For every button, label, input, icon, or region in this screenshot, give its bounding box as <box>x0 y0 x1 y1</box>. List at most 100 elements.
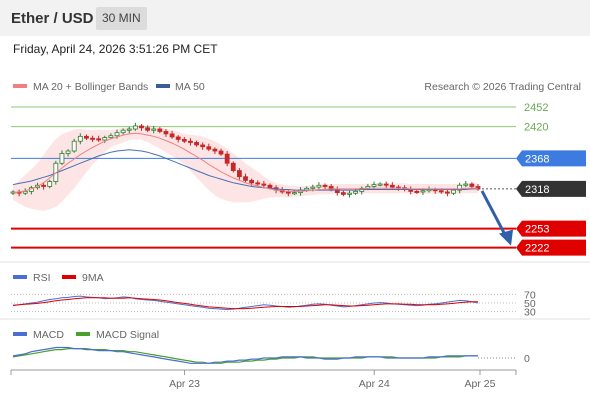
ma50-legend-label: MA 50 <box>175 81 205 93</box>
macd-zero-label: 0 <box>524 353 530 365</box>
rsi-legend: RSI 9MA <box>13 272 104 284</box>
chart-header: Ether / USD 30 MIN <box>0 0 590 36</box>
candle-body <box>261 183 267 186</box>
candle-body <box>90 137 95 140</box>
candle-body <box>377 183 383 186</box>
candle-body <box>145 127 151 131</box>
candle-body <box>59 153 65 164</box>
rsi-legend-swatch <box>13 275 27 279</box>
candle-body <box>126 128 132 131</box>
level-tag-text-2368: 2368 <box>525 153 549 165</box>
candle-body <box>353 190 359 194</box>
main-legend: MA 20 + Bollinger Bands MA 50 Research ©… <box>13 81 581 93</box>
macd-signal-legend-swatch <box>76 332 90 336</box>
ma50-line <box>12 149 478 191</box>
candle-body <box>292 192 297 195</box>
candle-body <box>108 135 114 138</box>
candle-body <box>169 133 175 138</box>
candle-body <box>188 140 193 143</box>
x-tick-label: Apr 25 <box>465 378 496 390</box>
ma20-legend-label: MA 20 + Bollinger Bands <box>33 81 148 93</box>
candle-body <box>420 190 426 193</box>
arrow-shaft <box>480 190 508 238</box>
level-tag-2318 <box>516 180 586 197</box>
rsi-legend-label: RSI <box>33 272 51 284</box>
candle-body <box>157 128 163 132</box>
level-tag-text-2253: 2253 <box>525 224 549 236</box>
candle-body <box>175 136 181 140</box>
candle-body <box>114 132 120 137</box>
candle-body <box>230 162 236 171</box>
rsi-ma-line <box>12 297 478 310</box>
level-tag-2253 <box>516 220 586 237</box>
rsi-ma-legend-label: 9MA <box>82 272 104 284</box>
rsi-level-label-50: 50 <box>524 298 536 310</box>
candle-body <box>383 183 389 186</box>
candle-body <box>71 140 77 152</box>
x-tick-label: Apr 24 <box>359 378 390 390</box>
candle-body <box>84 135 89 139</box>
candle-body <box>451 189 456 194</box>
macd-legend-swatch <box>13 332 27 336</box>
candle-body <box>224 153 230 164</box>
candle-body <box>285 191 291 194</box>
candle-body <box>102 137 108 141</box>
bollinger-band-area <box>13 127 478 211</box>
candle-body <box>445 191 450 194</box>
candle-body <box>389 184 395 188</box>
credit-text: Research © 2026 Trading Central <box>424 81 581 93</box>
candle-body <box>206 146 212 150</box>
candle-body <box>463 183 469 186</box>
forecast-arrow <box>480 190 513 246</box>
candle-body <box>77 135 83 142</box>
level-tag-text-2222: 2222 <box>525 243 549 255</box>
candle-body <box>41 184 46 187</box>
candle-body <box>371 184 377 187</box>
rsi-ma-legend-swatch <box>62 275 76 279</box>
rsi-level-label-30: 30 <box>524 307 536 319</box>
candle-body <box>414 190 420 193</box>
macd-panel: 0 <box>12 346 530 365</box>
macd-signal-legend-label: MACD Signal <box>96 329 159 341</box>
timestamp: Friday, April 24, 2026 3:51:26 PM CET <box>13 42 218 56</box>
ma20-line <box>12 132 478 194</box>
timeframe-badge[interactable]: 30 MIN <box>96 7 147 30</box>
level-tag-text-2318: 2318 <box>525 184 549 196</box>
candle-body <box>47 181 53 187</box>
level-tag-2368 <box>516 150 586 167</box>
macd-signal-line <box>12 348 478 364</box>
candle-body <box>322 184 328 187</box>
candle-body <box>96 138 102 141</box>
candle-body <box>151 128 157 131</box>
candle-body <box>316 184 322 188</box>
candle-body <box>163 131 169 135</box>
candle-body <box>249 179 255 184</box>
candle-body <box>255 182 261 185</box>
candle-body <box>438 190 444 193</box>
level-tag-2222 <box>516 239 586 256</box>
candle-body <box>120 129 126 134</box>
candle-body <box>243 176 248 181</box>
x-tick-label: Apr 23 <box>169 378 200 390</box>
level-label-2452: 2452 <box>524 102 548 114</box>
macd-legend-label: MACD <box>33 329 64 341</box>
candle-body <box>328 186 334 190</box>
arrow-head <box>499 229 513 246</box>
bollinger-bands <box>13 127 478 211</box>
ma50-legend-swatch <box>156 84 170 88</box>
candle-body <box>194 142 199 146</box>
candle-body <box>65 150 71 154</box>
candle-body <box>347 192 352 195</box>
candle-body <box>236 170 242 178</box>
macd-line <box>12 346 478 364</box>
candle-body <box>340 192 346 195</box>
candle-body <box>200 144 206 148</box>
x-axis: Apr 23 Apr 24 Apr 25 <box>10 370 517 390</box>
candle-body <box>469 183 475 187</box>
level-tags: 2452 2420 2368 2318 2253 2222 <box>516 102 586 256</box>
moving-averages <box>12 132 478 194</box>
macd-legend: MACD MACD Signal <box>13 329 159 341</box>
ma20-legend-swatch <box>13 84 27 88</box>
